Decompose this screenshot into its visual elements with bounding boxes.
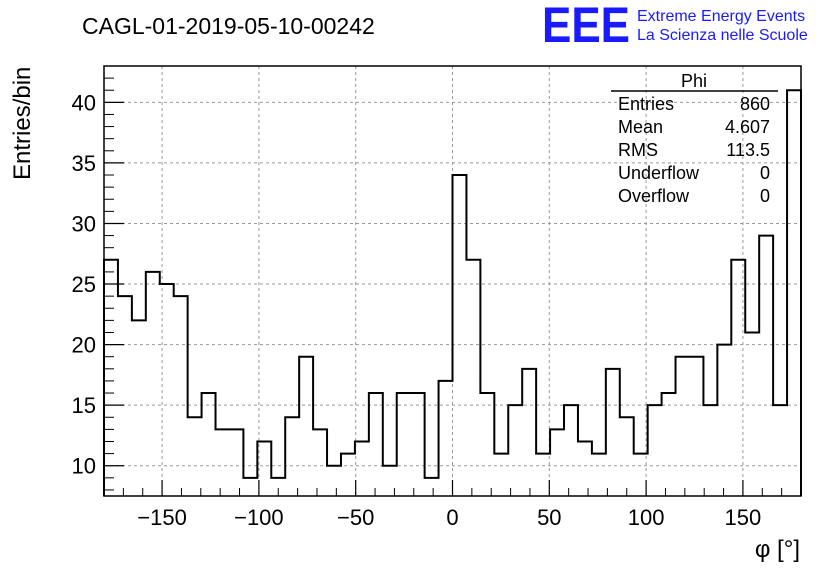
histogram-bin: [676, 357, 690, 496]
histogram-bin: [132, 320, 146, 496]
x-tick-label: −50: [337, 505, 374, 530]
histogram-bin: [550, 429, 564, 496]
stats-box: Phi Entries 860 Mean 4.607 RMS 113.5 Underflow…: [611, 71, 778, 206]
histogram-bin: [703, 405, 717, 496]
histogram-bin: [592, 454, 606, 496]
histogram-bin: [411, 393, 425, 496]
histogram-bin: [522, 369, 536, 496]
stats-row-label: Entries: [618, 94, 674, 114]
histogram-bin: [369, 393, 383, 496]
logo-line-1: Extreme Energy Events: [637, 8, 805, 25]
histogram-bin: [160, 284, 174, 496]
plot-area: −150 −100 −50 0 50 100 150 10 15 20 25 30 35 40: [72, 65, 802, 530]
axis-ticks: −150 −100 −50 0 50 100 150 10 15 20 25 30 35 40: [72, 77, 783, 530]
histogram-bin: [620, 417, 634, 496]
y-tick-label: 40: [72, 90, 96, 115]
stats-row-value: 113.5: [726, 140, 770, 160]
histogram-bin: [564, 405, 578, 496]
x-tick-label: 50: [537, 505, 561, 530]
histogram-bin: [355, 441, 369, 496]
histogram-bin: [313, 429, 327, 496]
stats-row-value: 0: [760, 163, 770, 183]
histogram-bin: [731, 260, 745, 496]
histogram-bin: [536, 454, 550, 496]
histogram-bin: [453, 175, 467, 496]
logo-mark: EEE: [542, 0, 630, 53]
histogram-bin: [188, 417, 202, 496]
logo-line-2: La Scienza nelle Scuole: [637, 27, 808, 44]
histogram-bin: [285, 417, 299, 496]
histogram-bin: [494, 454, 508, 496]
histogram-bin: [648, 405, 662, 496]
histogram-bin: [717, 345, 731, 496]
histogram-bin: [439, 381, 453, 496]
stats-row-value: 4.607: [725, 117, 770, 137]
stats-row-label: RMS: [618, 140, 658, 160]
histogram-bin: [327, 466, 341, 496]
stats-row-label: Overflow: [618, 186, 690, 206]
histogram-bin: [425, 478, 439, 496]
histogram-bin: [480, 393, 494, 496]
histogram-outline: [103, 89, 802, 496]
histogram-bin: [773, 405, 787, 496]
histogram-bin: [202, 393, 216, 496]
y-tick-label: 30: [72, 211, 96, 236]
y-tick-label: 10: [72, 454, 96, 479]
histogram-bin: [216, 429, 230, 496]
histogram-bin: [787, 90, 801, 496]
histogram-bin: [397, 393, 411, 496]
x-tick-label: 100: [628, 505, 665, 530]
histogram-bin: [689, 357, 703, 496]
histogram-bin: [745, 332, 759, 496]
y-tick-label: 35: [72, 151, 96, 176]
y-tick-label: 25: [72, 272, 96, 297]
stats-row-value: 860: [740, 94, 770, 114]
x-tick-label: −100: [234, 505, 284, 530]
histogram-bin: [466, 260, 480, 496]
stats-title: Phi: [681, 71, 707, 91]
histogram-bin: [759, 236, 773, 496]
histogram-bin: [662, 393, 676, 496]
stats-row-label: Mean: [618, 117, 663, 137]
x-tick-label: 150: [725, 505, 762, 530]
histogram-bin: [104, 260, 118, 496]
histogram-bin: [243, 478, 257, 496]
y-tick-label: 20: [72, 333, 96, 358]
eee-logo: EEE Extreme Energy Events La Scienza nel…: [542, 0, 808, 53]
stats-row-value: 0: [760, 186, 770, 206]
histogram-bin: [146, 272, 160, 496]
histogram-bin: [341, 454, 355, 496]
y-tick-label: 15: [72, 393, 96, 418]
x-tick-label: −150: [137, 505, 187, 530]
histogram-bin: [578, 441, 592, 496]
histogram-bin: [229, 429, 243, 496]
y-axis-label: Entries/bin: [9, 67, 36, 180]
x-axis-label: φ [°]: [755, 536, 800, 563]
chart-title: CAGL-01-2019-05-10-00242: [82, 13, 375, 39]
histogram-bin: [299, 357, 313, 496]
x-tick-label: 0: [446, 505, 458, 530]
histogram-bin: [508, 405, 522, 496]
histogram-bin: [606, 369, 620, 496]
histogram-bin: [174, 296, 188, 496]
stats-row-label: Underflow: [618, 163, 700, 183]
